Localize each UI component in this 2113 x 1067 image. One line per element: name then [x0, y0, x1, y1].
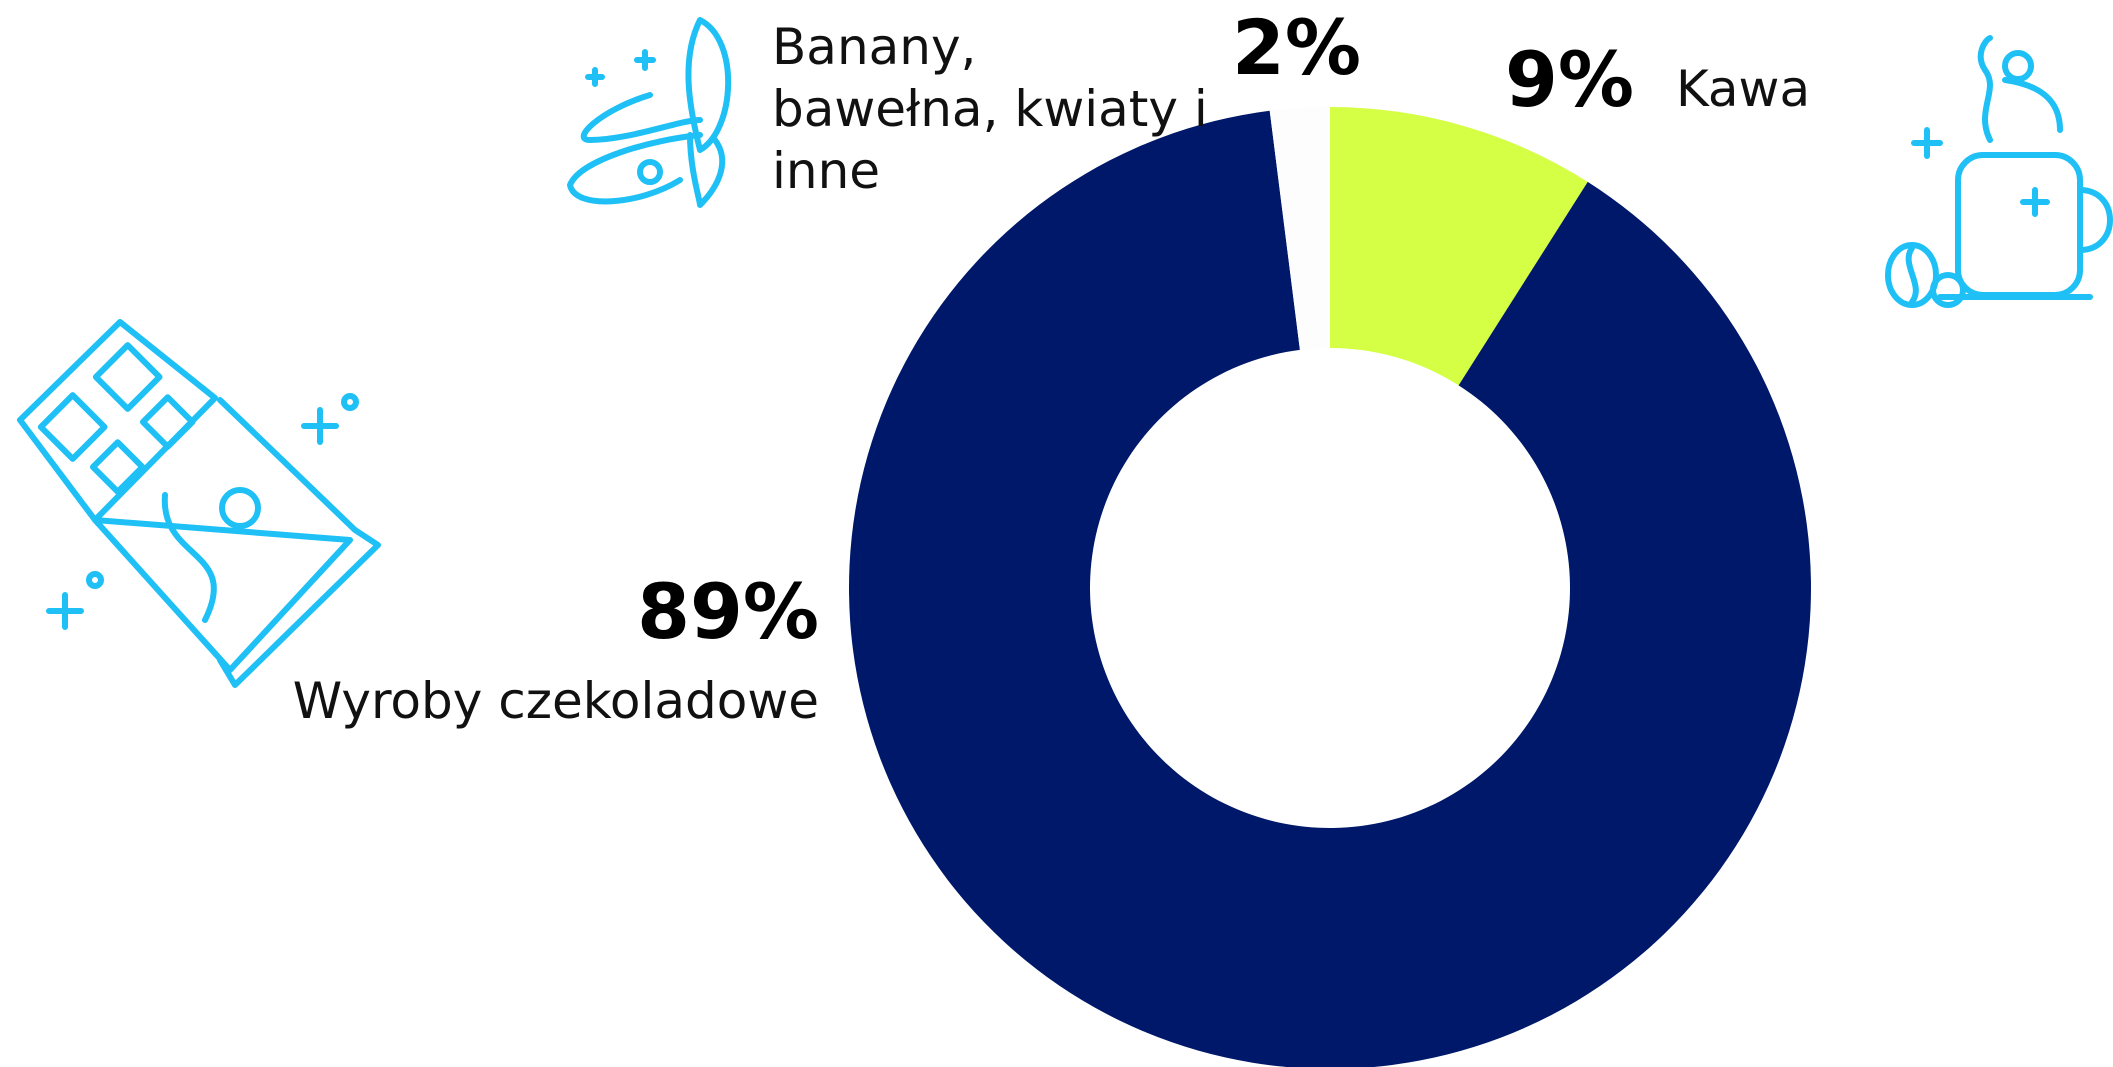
value-label: 9%	[1505, 35, 1635, 124]
category-label: Wyroby czekoladowe	[292, 672, 819, 730]
value-label: 2%	[1232, 3, 1362, 92]
value-label: 89%	[637, 567, 819, 656]
coffee-icon	[1885, 35, 2113, 308]
category-label: Banany, bawełna, kwiaty i inne	[772, 18, 1208, 200]
donut-segment	[1330, 107, 1588, 386]
donut-segment	[1269, 107, 1330, 350]
donut-segment	[849, 110, 1811, 1067]
banana-icon	[567, 17, 732, 208]
category-label: Kawa	[1676, 60, 1811, 118]
chocolate-icon	[17, 319, 381, 688]
